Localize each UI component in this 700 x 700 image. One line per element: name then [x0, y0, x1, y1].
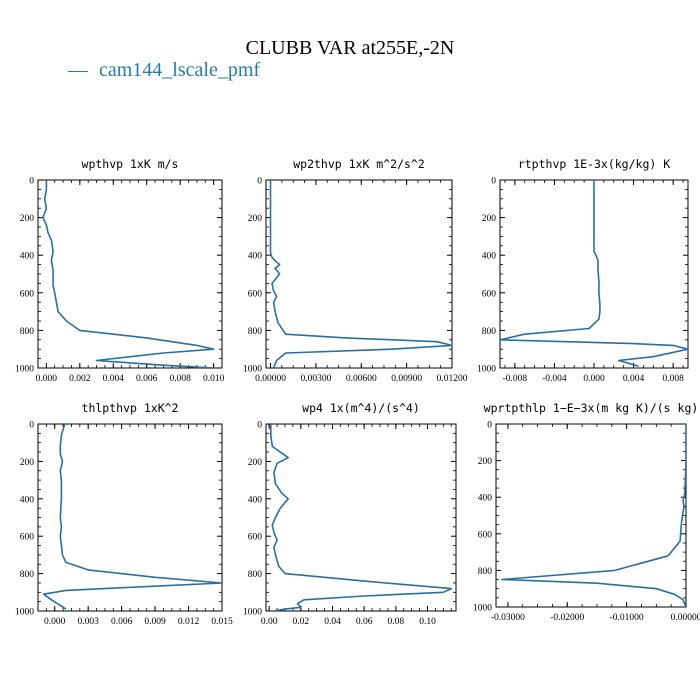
y-tick-label: 400: [248, 495, 263, 505]
y-tick-label: 400: [248, 252, 263, 262]
y-tick-label: 600: [248, 289, 263, 299]
x-tick-label: -0.02000: [550, 613, 584, 623]
x-tick-label: 0.002: [69, 374, 91, 384]
x-tick-label: 0.02: [293, 617, 310, 627]
y-tick-label: 0: [29, 177, 34, 187]
y-tick-label: 1000: [477, 365, 496, 375]
y-tick-label: 800: [248, 327, 263, 337]
x-tick-label: 0.08: [388, 617, 405, 627]
x-tick-label: 0.000: [583, 374, 605, 384]
x-tick-label: 0.004: [623, 374, 645, 384]
x-tick-label: 0.04: [324, 617, 341, 627]
y-tick-label: 200: [478, 457, 493, 467]
legend-line-icon: —: [67, 59, 89, 81]
y-tick-label: 800: [248, 570, 263, 580]
y-tick-label: 600: [20, 289, 35, 299]
panel-title: wpthvp 1xK m/s: [82, 157, 179, 171]
panel-title: thlpthvp 1xK^2: [82, 401, 179, 415]
x-tick-label: 0.00: [261, 617, 278, 627]
y-tick-label: 400: [20, 252, 35, 262]
x-tick-label: -0.008: [503, 374, 528, 384]
panel-title: rtpthvp 1E-3x(kg/kg) K: [518, 157, 670, 171]
plot-frame: [37, 423, 223, 612]
x-tick-label: -0.03000: [491, 613, 525, 623]
y-tick-label: 400: [478, 494, 493, 504]
panel-title: wp2thvp 1xK m^2/s^2: [293, 157, 425, 171]
x-tick-label: 0.004: [103, 374, 125, 384]
x-tick-label: 0.003: [77, 617, 99, 627]
x-tick-label: 0.00000: [671, 613, 700, 623]
y-tick-label: 200: [248, 458, 263, 468]
figure-title: CLUBB VAR at255E,-2N: [246, 37, 455, 59]
x-tick-label: 0.012: [178, 617, 200, 627]
y-tick-label: 600: [482, 289, 497, 299]
chart-panel-4: thlpthvp 1xK^2 0 200 400 600 800 1000 0.000 0.00…: [15, 401, 233, 627]
x-tick-label: 0.00300: [300, 374, 331, 384]
y-tick-label: 0: [487, 421, 492, 431]
x-tick-label: 0.006: [136, 374, 158, 384]
y-tick-label: 1000: [15, 365, 34, 375]
x-tick-label: 0.008: [662, 374, 684, 384]
x-tick-label: -0.004: [542, 374, 567, 384]
x-tick-label: 0.010: [203, 374, 225, 384]
y-tick-label: 600: [248, 533, 263, 543]
x-tick-label: 0.006: [111, 617, 133, 627]
y-tick-label: 0: [29, 421, 34, 431]
y-tick-label: 200: [248, 214, 263, 224]
y-tick-label: 0: [257, 421, 262, 431]
legend-label: cam144_lscale_pmf: [99, 59, 260, 81]
series-line: [501, 424, 686, 607]
x-tick-label: 0.00600: [346, 374, 377, 384]
x-tick-label: -0.01000: [610, 613, 644, 623]
y-tick-label: 1000: [243, 608, 262, 618]
series-line: [42, 424, 222, 610]
y-tick-label: 400: [20, 495, 35, 505]
chart-panel-3: rtpthvp 1E-3x(kg/kg) K02004006008001000-…: [477, 157, 689, 384]
y-tick-label: 800: [482, 327, 497, 337]
series-line: [500, 180, 688, 367]
y-tick-label: 0: [491, 177, 496, 187]
y-tick-label: 200: [20, 214, 35, 224]
y-tick-label: 1000: [243, 365, 262, 375]
panel-title: wprtpthlp 1−E−3x(m kg K)/(s kg): [484, 401, 699, 415]
x-tick-label: 0.000: [44, 617, 66, 627]
plot-frame: [495, 423, 687, 608]
x-tick-label: 0.01200: [437, 374, 468, 384]
y-tick-label: 1000: [473, 604, 492, 614]
y-tick-label: 600: [20, 533, 35, 543]
y-tick-label: 600: [478, 530, 493, 540]
legend-entry: — cam144_lscale_pmf: [67, 59, 260, 81]
series-line: [269, 424, 453, 611]
y-tick-label: 800: [20, 327, 35, 337]
chart-panel-2: wp2thvp 1xK m^2/s^2020040060080010000.00…: [243, 157, 468, 384]
y-tick-label: 400: [482, 252, 497, 262]
y-tick-label: 800: [478, 567, 493, 577]
plot-frame: [265, 179, 453, 369]
y-tick-label: 200: [482, 214, 497, 224]
series-line: [42, 180, 215, 368]
x-tick-label: 0.008: [169, 374, 191, 384]
x-tick-label: 0.06: [356, 617, 373, 627]
x-tick-label: 0.10: [419, 617, 436, 627]
plot-frame: [37, 179, 223, 369]
chart-panel-6: wprtpthlp 1−E−3x(m kg K)/(s kg) 0 200 400 60…: [473, 401, 700, 623]
y-tick-label: 1000: [15, 608, 34, 618]
y-tick-label: 0: [257, 177, 262, 187]
series-line: [269, 180, 452, 368]
plot-frame: [265, 423, 457, 612]
x-tick-label: 0.00000: [255, 374, 286, 384]
x-tick-label: 0.015: [211, 617, 233, 627]
panel-title: wp4 1x(m^4)/(s^4): [302, 401, 420, 415]
x-tick-label: 0.00900: [391, 374, 422, 384]
y-tick-label: 800: [20, 570, 35, 580]
x-tick-label: 0.000: [36, 374, 58, 384]
y-tick-label: 200: [20, 458, 35, 468]
x-tick-label: 0.009: [144, 617, 166, 627]
